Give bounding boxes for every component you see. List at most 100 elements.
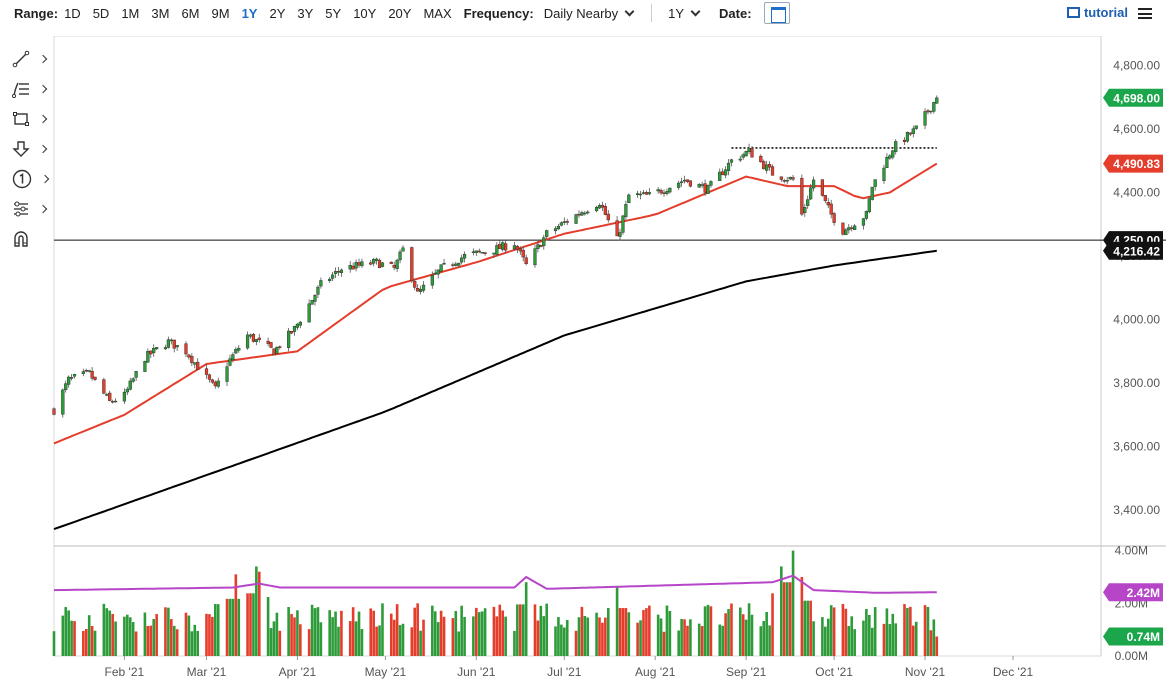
- range-6m[interactable]: 6M: [181, 5, 200, 21]
- volume-bar: [771, 593, 774, 656]
- volume-bar: [67, 610, 70, 656]
- volume-bar: [328, 610, 331, 656]
- period-select[interactable]: 1Y: [668, 5, 685, 21]
- candle-down: [762, 161, 766, 170]
- candle-down: [251, 334, 256, 342]
- volume-bar: [431, 605, 434, 656]
- tutorial-link[interactable]: tutorial: [1066, 5, 1128, 20]
- candle-up: [313, 295, 317, 302]
- candle-up: [421, 284, 426, 291]
- candle-up: [152, 348, 156, 353]
- menu-icon[interactable]: [1138, 8, 1152, 19]
- range-5y[interactable]: 5Y: [325, 5, 342, 21]
- volume-bar: [557, 617, 560, 656]
- candle-down: [190, 356, 194, 364]
- candle-up: [682, 179, 687, 182]
- candle-up: [885, 157, 889, 168]
- candle-down: [603, 206, 607, 215]
- range-10y[interactable]: 10Y: [353, 5, 377, 21]
- candle-up: [295, 323, 300, 328]
- range-5d[interactable]: 5D: [92, 5, 110, 21]
- candle-up: [861, 218, 866, 226]
- candle-up: [618, 232, 622, 237]
- chevron-down-icon[interactable]: [624, 6, 635, 17]
- candle-up: [430, 275, 434, 286]
- volume-bar: [167, 607, 170, 656]
- candle-down: [483, 252, 487, 254]
- volume-bar: [882, 623, 886, 656]
- trendline-tool[interactable]: [0, 44, 50, 74]
- candle-down: [823, 195, 827, 201]
- range-max[interactable]: MAX: [423, 5, 452, 21]
- volume-bar: [319, 622, 323, 656]
- candle-down: [357, 262, 361, 266]
- volume-bar: [439, 610, 443, 656]
- volume-bar: [477, 612, 481, 656]
- arrow-tool[interactable]: [0, 134, 50, 164]
- candle-up: [718, 171, 722, 181]
- volume-bar: [686, 625, 689, 656]
- volume-bar: [912, 625, 915, 656]
- label-badge: [1103, 241, 1163, 260]
- price-label-vol_now: 0.74M: [1103, 627, 1163, 646]
- candle-down: [832, 213, 836, 223]
- frequency-select[interactable]: Daily Nearby: [543, 5, 619, 21]
- range-20y[interactable]: 20Y: [388, 5, 412, 21]
- candle-up: [932, 102, 936, 112]
- volume-bar: [123, 616, 126, 656]
- rectangle-tool[interactable]: [0, 104, 50, 134]
- volume-bar: [360, 629, 364, 656]
- volume-bar: [662, 631, 666, 656]
- volume-bar: [873, 607, 877, 656]
- volume-bar: [706, 604, 710, 656]
- candle-down: [600, 204, 605, 208]
- volume-ma-line: [53, 574, 937, 594]
- range-2y[interactable]: 2Y: [269, 5, 286, 21]
- volume-bar: [351, 607, 355, 656]
- range-3y[interactable]: 3Y: [297, 5, 314, 21]
- volume-bar: [595, 612, 598, 656]
- range-1m[interactable]: 1M: [121, 5, 140, 21]
- annotation-tool[interactable]: [0, 164, 50, 194]
- fibonacci-tool[interactable]: [0, 74, 50, 104]
- range-1d[interactable]: 1D: [64, 5, 81, 21]
- volume-bar: [677, 630, 680, 656]
- range-9m[interactable]: 9M: [211, 5, 230, 21]
- candle-up: [113, 400, 118, 403]
- volume-bar: [357, 611, 361, 656]
- candle-down: [908, 132, 912, 135]
- volume-bar: [90, 626, 94, 656]
- range-3m[interactable]: 3M: [151, 5, 170, 21]
- price-tick-label: 4,800.00: [1113, 58, 1160, 72]
- indicator-tool[interactable]: [0, 194, 50, 224]
- price-tick-label: 3,600.00: [1113, 440, 1160, 454]
- volume-bar: [765, 612, 768, 656]
- range-1y[interactable]: 1Y: [241, 5, 258, 21]
- volume-bar: [516, 604, 519, 656]
- volume-bar: [923, 605, 927, 656]
- volume-bar: [128, 617, 132, 656]
- calendar-icon[interactable]: [763, 2, 790, 24]
- price-chart[interactable]: 3,400.003,600.003,800.004,000.004,200.00…: [0, 36, 1166, 694]
- candle-up: [512, 245, 517, 250]
- candle-up: [234, 349, 238, 354]
- volume-bar: [513, 630, 516, 656]
- volume-bar: [870, 627, 874, 656]
- x-tick-label: Feb '21: [105, 665, 145, 679]
- candle-up: [462, 253, 467, 259]
- volume-bar: [536, 620, 540, 656]
- candle-up: [553, 228, 558, 232]
- candle-down: [272, 348, 276, 356]
- candle-up: [624, 204, 628, 218]
- candle-down: [662, 192, 666, 195]
- candle-down: [278, 346, 282, 348]
- volume-bar: [865, 608, 868, 656]
- chevron-down-icon[interactable]: [690, 6, 701, 17]
- candle-down: [515, 245, 519, 250]
- volume-bar: [389, 613, 393, 656]
- candle-down: [389, 261, 393, 264]
- candle-up: [677, 182, 681, 188]
- volume-bar: [524, 582, 528, 656]
- candle-up: [319, 280, 323, 287]
- magnet-tool[interactable]: [0, 224, 50, 254]
